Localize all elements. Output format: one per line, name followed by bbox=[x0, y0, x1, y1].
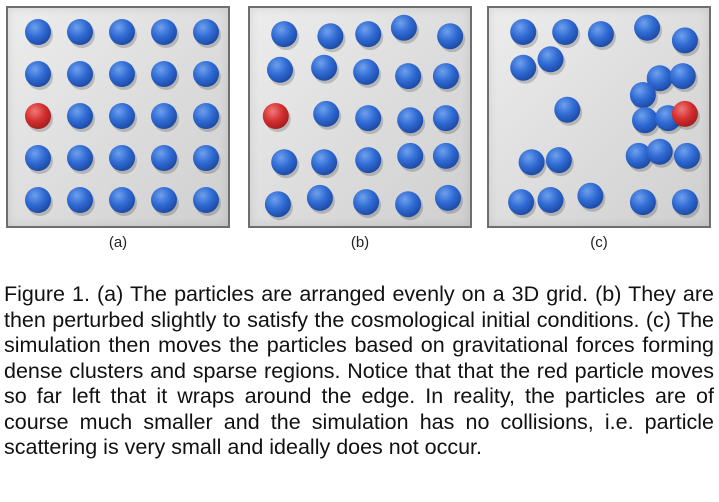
blue-particle bbox=[508, 189, 535, 216]
blue-particle bbox=[397, 142, 424, 169]
panel-b bbox=[248, 6, 472, 228]
blue-particle bbox=[432, 142, 459, 169]
blue-particle bbox=[193, 61, 219, 87]
blue-particle bbox=[25, 145, 51, 171]
blue-particle bbox=[25, 61, 51, 87]
panel-c bbox=[487, 6, 711, 228]
blue-particle bbox=[151, 187, 177, 213]
figure-caption: Figure 1. (a) The particles are arranged… bbox=[4, 282, 714, 459]
blue-particle bbox=[311, 149, 338, 176]
panel-label-c: (c) bbox=[590, 234, 608, 251]
blue-particle bbox=[537, 46, 564, 73]
blue-particle bbox=[432, 63, 459, 90]
blue-particle bbox=[435, 184, 461, 211]
blue-particle bbox=[151, 145, 177, 171]
blue-particle bbox=[432, 105, 459, 132]
blue-particle bbox=[67, 103, 93, 129]
blue-particle bbox=[518, 149, 545, 176]
blue-particle bbox=[264, 191, 291, 218]
blue-particle bbox=[306, 184, 333, 211]
panel-label-a: (a) bbox=[108, 234, 128, 251]
blue-particle bbox=[390, 14, 417, 41]
particle-field-b bbox=[262, 14, 466, 221]
blue-particle bbox=[193, 145, 219, 171]
blue-particle bbox=[669, 63, 696, 90]
red-particle bbox=[671, 100, 698, 127]
blue-particle bbox=[151, 19, 177, 45]
blue-particle bbox=[25, 19, 51, 45]
blue-particle bbox=[313, 100, 340, 127]
blue-particle bbox=[193, 187, 219, 213]
blue-particle bbox=[109, 61, 135, 87]
figure-panels: (a) (b) (c) bbox=[6, 6, 711, 251]
blue-particle bbox=[646, 138, 673, 165]
blue-particle bbox=[151, 61, 177, 87]
blue-particle bbox=[151, 103, 177, 129]
blue-particle bbox=[109, 103, 135, 129]
blue-particle bbox=[271, 149, 298, 176]
blue-particle bbox=[67, 145, 93, 171]
blue-particle bbox=[552, 19, 579, 45]
particle-field-c bbox=[508, 14, 702, 219]
particle-field-a bbox=[25, 19, 221, 216]
blue-particle bbox=[67, 61, 93, 87]
blue-particle bbox=[193, 19, 219, 45]
blue-particle bbox=[355, 105, 382, 132]
blue-particle bbox=[587, 21, 614, 48]
red-particle bbox=[262, 103, 289, 129]
blue-particle bbox=[355, 147, 382, 174]
blue-particle bbox=[634, 14, 661, 41]
blue-particle bbox=[510, 54, 537, 81]
blue-particle bbox=[510, 19, 537, 45]
blue-particle bbox=[317, 23, 344, 50]
red-particle bbox=[25, 103, 51, 129]
blue-particle bbox=[109, 19, 135, 45]
blue-particle bbox=[632, 107, 658, 134]
blue-particle bbox=[353, 58, 380, 85]
blue-particle bbox=[355, 21, 382, 48]
blue-particle bbox=[545, 147, 572, 174]
panel-a bbox=[6, 6, 230, 228]
blue-particle bbox=[311, 54, 338, 81]
blue-particle bbox=[267, 56, 293, 83]
blue-particle bbox=[109, 145, 135, 171]
blue-particle bbox=[537, 187, 564, 213]
blue-particle bbox=[671, 189, 698, 216]
blue-particle bbox=[395, 63, 422, 90]
blue-particle bbox=[193, 103, 219, 129]
blue-particle bbox=[629, 82, 656, 108]
blue-particle bbox=[109, 187, 135, 213]
panel-label-b: (b) bbox=[350, 234, 370, 251]
blue-particle bbox=[625, 142, 652, 169]
blue-particle bbox=[271, 21, 298, 48]
blue-particle bbox=[674, 142, 700, 169]
blue-particle bbox=[629, 189, 656, 216]
blue-particle bbox=[437, 23, 464, 50]
blue-particle bbox=[646, 65, 673, 92]
blue-particle bbox=[671, 27, 698, 54]
blue-particle bbox=[554, 96, 581, 123]
blue-particle bbox=[577, 182, 604, 209]
blue-particle bbox=[397, 107, 424, 134]
blue-particle bbox=[395, 191, 422, 218]
blue-particle bbox=[353, 189, 380, 216]
blue-particle bbox=[25, 187, 51, 213]
blue-particle bbox=[67, 19, 93, 45]
blue-particle bbox=[67, 187, 93, 213]
